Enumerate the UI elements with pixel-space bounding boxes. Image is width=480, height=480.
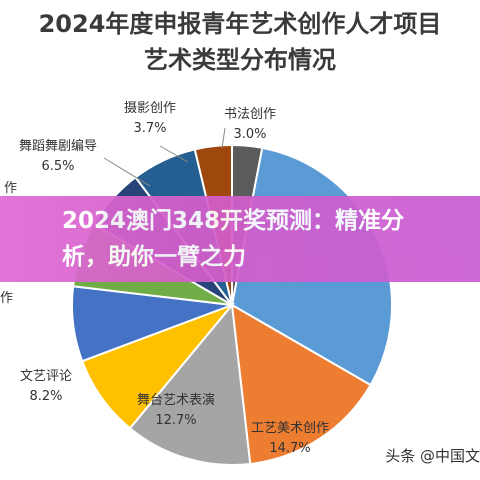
slice-value-label-0: 3.0% bbox=[233, 127, 266, 142]
slice-labels: 书法创作 3.0% 工艺美术创作 14.7% 舞台艺术表演 12.7% 文艺评论 8.2% 舞蹈… bbox=[0, 101, 329, 456]
pie-slice-2 bbox=[230, 303, 372, 466]
slice-value-label-4: 8.2% bbox=[29, 389, 62, 404]
slice-value-label-3: 12.7% bbox=[155, 413, 196, 428]
slice-label-3: 舞台艺术表演 bbox=[137, 392, 215, 408]
slice-label-4: 文艺评论 bbox=[20, 369, 72, 384]
leader-line-9 bbox=[159, 145, 189, 163]
watermark: 头条 @中国文 bbox=[385, 447, 480, 465]
chart-title-line-2: 艺术类型分布情况 bbox=[144, 46, 336, 74]
slice-label-8: 舞蹈舞剧编导 bbox=[19, 139, 97, 154]
slice-label-0: 书法创作 bbox=[224, 107, 276, 122]
chart-title: 2024年度申报青年艺术创作人才项目 艺术类型分布情况 bbox=[0, 6, 480, 78]
leader-lines bbox=[103, 127, 226, 187]
promo-banner-text: 2024澳门348开奖预测：精准分析，助你一臂之力 bbox=[62, 208, 405, 270]
slice-value-label-8: 6.5% bbox=[41, 159, 74, 174]
clipped-label-0: 作 bbox=[4, 181, 17, 196]
promo-banner[interactable]: 2024澳门348开奖预测：精准分析，助你一臂之力 bbox=[0, 196, 480, 282]
leader-line-0 bbox=[221, 127, 226, 149]
leader-line-8 bbox=[103, 157, 151, 187]
chart-title-line-1: 2024年度申报青年艺术创作人才项目 bbox=[38, 10, 442, 38]
pie-slices bbox=[71, 143, 393, 466]
pie-slice-3 bbox=[128, 302, 252, 466]
clipped-label-1: 作 bbox=[0, 291, 13, 306]
slice-value-label-9: 3.7% bbox=[133, 121, 166, 136]
slice-label-9: 摄影创作 bbox=[124, 101, 176, 116]
slice-value-label-2: 14.7% bbox=[269, 441, 310, 456]
slice-label-2: 工艺美术创作 bbox=[251, 421, 329, 436]
